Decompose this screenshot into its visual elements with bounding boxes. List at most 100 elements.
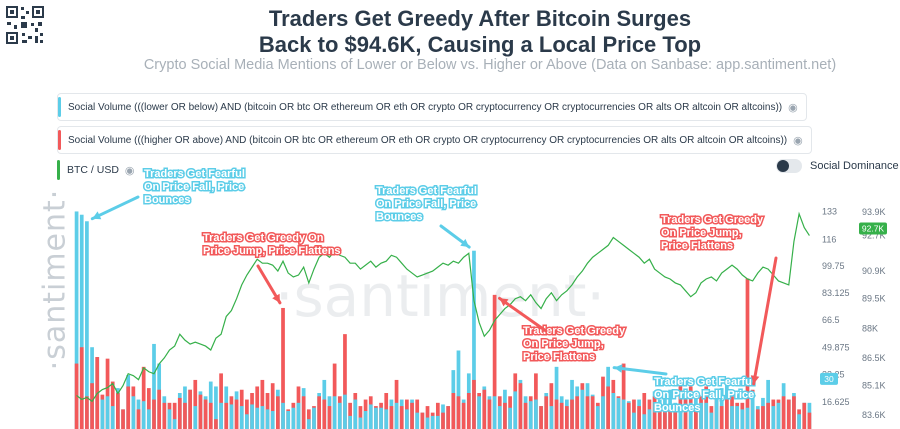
bar-higher-volume [539,406,543,429]
bar-higher-volume [755,409,760,429]
bar-higher-volume [456,396,461,429]
bar-lower-volume [621,399,626,429]
bar-lower-volume [219,402,223,429]
bar-higher-volume [724,399,729,429]
bar-higher-volume [487,399,492,429]
annotation-line: On Price Jump, [661,227,742,239]
legend-higher-volume[interactable]: Social Volume (((higher OR above) AND (b… [57,126,812,154]
bar-higher-volume [260,379,265,429]
bar-lower-volume [601,396,605,429]
social-dominance-control[interactable]: Social Dominance [776,159,899,173]
social-dominance-toggle[interactable] [776,159,802,173]
bar-lower-volume [105,396,110,429]
bar-higher-volume [786,399,791,429]
bar-lower-volume [74,211,79,429]
bar-higher-volume [420,412,425,429]
bar-lower-volume [456,350,461,429]
annotation-line: Price Flattens [523,351,595,363]
bar-lower-volume [172,419,177,429]
bar-higher-volume [565,406,569,429]
bar-lower-volume [688,402,693,429]
bar-lower-volume [647,409,652,429]
legend-higher-color [58,130,61,150]
bar-higher-volume [188,389,192,429]
bar-higher-volume [276,396,280,429]
legend-btc-usd[interactable]: BTC / USD ◉ [57,158,135,182]
annotation-line: On Price Jump, [523,338,604,350]
bar-lower-volume [430,415,435,429]
y-right-tick-label: 88K [862,323,878,333]
current-price-badge-bg [859,222,887,235]
bar-higher-volume [807,412,812,429]
bar-lower-volume [750,393,755,429]
bar-lower-volume [513,391,518,429]
bar-lower-volume [358,417,363,429]
y-right-tick-label: 85.1K [862,381,886,391]
bar-higher-volume [590,396,595,429]
legend-btc-label: BTC / USD [67,164,119,176]
bar-higher-volume [389,406,394,429]
annotation-arrow [90,195,140,221]
bar-higher-volume [683,399,688,429]
bar-higher-volume [544,396,549,429]
bar-lower-volume [265,409,270,429]
annotation-line: On Price Fall, Price [654,389,754,401]
btc-price-path [76,211,810,403]
bar-lower-volume [745,407,750,429]
bar-lower-volume [492,396,497,429]
bar-lower-volume [632,412,636,429]
bar-lower-volume [374,407,378,429]
bar-lower-volume [704,402,709,429]
bar-higher-volume [121,409,125,429]
bar-lower-volume [508,407,512,429]
bar-higher-volume [761,406,765,429]
bar-lower-volume [110,406,115,429]
bar-lower-volume [735,406,740,429]
legend-btc-color [57,160,60,180]
bar-lower-volume [394,402,399,429]
bar-lower-volume [337,402,342,429]
bar-higher-volume [343,334,347,429]
y-right-tick-label: 83.6K [862,410,886,420]
bar-higher-volume [781,396,786,429]
bar-lower-volume [193,406,198,429]
bar-higher-volume [606,386,611,429]
bar-lower-volume [255,407,260,429]
bar-higher-volume [327,406,332,429]
bar-higher-volume [482,389,487,429]
y-left-tick-label: 99.75 [822,261,845,271]
bar-higher-volume [446,406,451,429]
legend-lower-volume[interactable]: Social Volume (((lower OR below) AND (bi… [57,93,807,121]
annotation-arrow [612,366,668,376]
bar-higher-volume [301,396,306,429]
bar-higher-volume [198,394,203,429]
bar-higher-volume [332,363,337,429]
bar-lower-volume [85,221,89,429]
bar-higher-volume [441,412,445,429]
bar-lower-volume [141,401,146,429]
bar-lower-volume [425,417,430,429]
bar-higher-volume [503,402,507,429]
current-price-badge: 92.7K [862,224,885,234]
bar-lower-volume [595,406,600,429]
eye-icon[interactable]: ◉ [124,164,135,177]
chart-subtitle: Crypto Social Media Mentions of Lower or… [143,57,837,73]
bar-higher-volume [719,406,724,429]
bar-higher-volume [673,406,678,429]
annotation-line: Traders Get Fearful [654,376,755,388]
y-left-tick-label: 83.125 [822,288,850,298]
bar-higher-volume [322,399,327,429]
current-volume-badge-bg [820,372,838,385]
bar-lower-volume [678,404,683,429]
legend-lower-color [58,97,61,117]
y-right-tick-label: 92.7K [862,231,886,241]
bar-higher-volume [451,393,456,429]
eye-icon[interactable]: ◉ [793,134,803,147]
bar-higher-volume [79,347,84,429]
bar-lower-volume [353,399,358,429]
eye-icon[interactable]: ◉ [788,101,798,114]
bar-higher-volume [162,402,167,429]
bar-higher-volume [472,379,476,429]
y-right-tick-label: 86.5K [862,353,886,363]
